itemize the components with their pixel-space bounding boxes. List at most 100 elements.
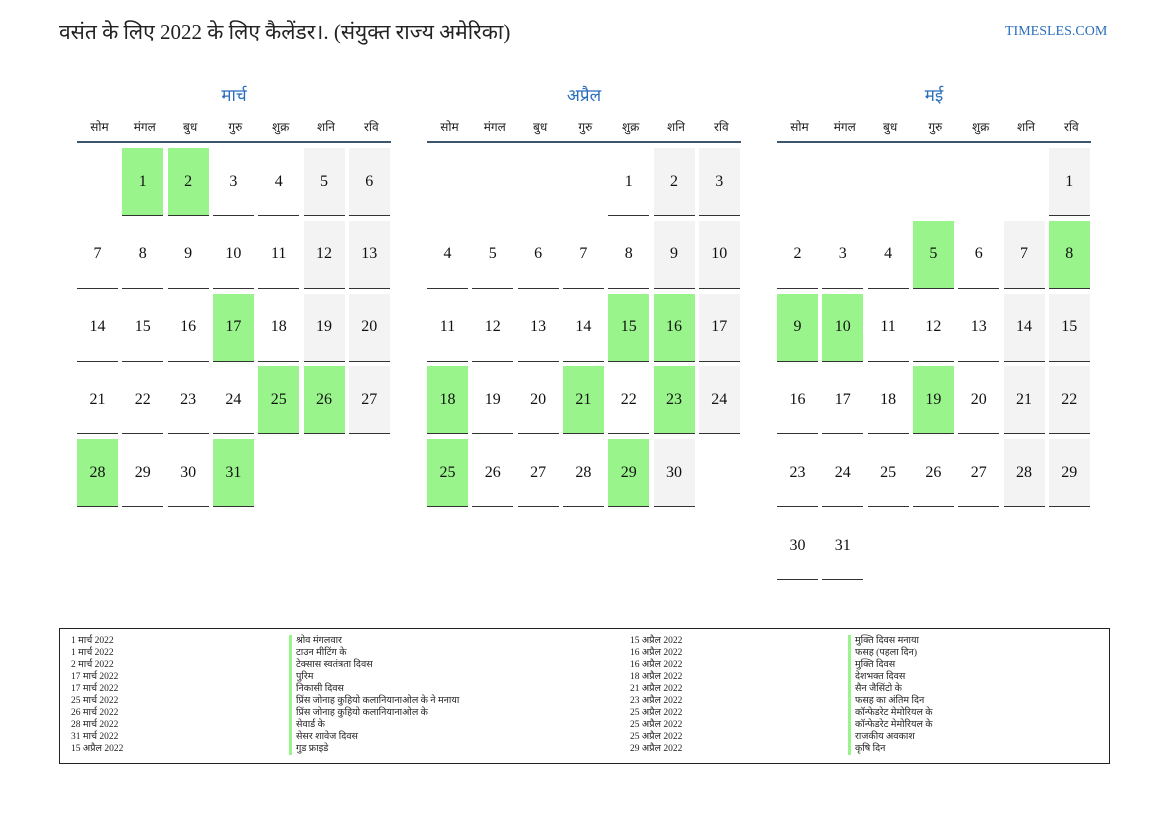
day-cell: 7 [562,220,604,289]
holiday-date: 1 मार्च 2022 [71,648,114,658]
day-cell: 30 [777,512,818,580]
day-cell: 28 [1003,439,1045,508]
holiday-name: सेवार्ड के [289,719,325,731]
weekday-label: रवि [1063,120,1079,134]
holiday-name: पुरिम [289,671,313,683]
holiday-day-cell: 17 [212,293,254,362]
holiday-day-cell: 5 [912,220,954,289]
weekday-label: मंगल [133,120,156,134]
day-cell: 17 [822,366,864,435]
day-cell: 5 [303,148,345,216]
weekday-label: बुध [532,120,548,134]
day-cell: 7 [77,220,118,289]
day-cell: 24 [822,439,864,508]
header-rule [777,141,1091,143]
weekday-label: शुक्र [621,120,640,134]
day-cell: 4 [258,148,300,216]
weekday-label: मंगल [483,120,506,134]
day-cell: 12 [912,293,954,362]
day-cell: 6 [517,220,559,289]
holiday-day-cell: 1 [122,148,164,216]
holiday-date: 29 अप्रैल 2022 [630,744,683,754]
holiday-date: 21 अप्रैल 2022 [630,684,683,694]
page-title: वसंत के लिए 2022 के लिए कैलेंडर।. (संयुक… [59,20,511,44]
holiday-date: 16 अप्रैल 2022 [630,660,683,670]
holiday-day-cell: 28 [77,439,118,508]
site-link[interactable]: TIMESLES.COM [1005,24,1108,39]
holiday-date: 18 अप्रैल 2022 [630,672,683,682]
day-cell: 22 [608,366,650,435]
day-cell: 29 [1048,439,1090,508]
weekday-label: सोम [790,120,809,134]
weekday-label: शुक्र [271,120,290,134]
holiday-name: सेसर शावेज दिवस [289,731,358,743]
day-cell: 10 [698,220,740,289]
holiday-name: मुक्ति दिवस [848,659,895,671]
holiday-name: सैन जैसिंटो के [848,683,902,695]
holiday-date: 15 अप्रैल 2022 [71,744,124,754]
day-cell: 1 [608,148,650,216]
holiday-date: 28 मार्च 2022 [71,720,119,730]
holiday-date: 25 अप्रैल 2022 [630,708,683,718]
holiday-date: 17 मार्च 2022 [71,672,119,682]
day-cell: 18 [258,293,300,362]
day-cell: 18 [867,366,909,435]
day-cell: 26 [472,439,514,508]
weekday-label: शनि [1017,120,1035,134]
day-cell: 22 [122,366,164,435]
month-name: अप्रैल [566,86,602,105]
holiday-date: 17 मार्च 2022 [71,684,119,694]
day-cell: 6 [958,220,1000,289]
day-cell: 11 [867,293,909,362]
weekday-label: रवि [713,120,729,134]
weekday-label: सोम [440,120,459,134]
holiday-name: श्रोव मंगलवार [289,635,342,647]
weekday-label: शुक्र [971,120,990,134]
holiday-name: निकासी दिवस [289,683,344,695]
day-cell: 15 [122,293,164,362]
day-cell: 5 [472,220,514,289]
day-cell: 27 [517,439,559,508]
header-rule [427,141,741,143]
holiday-date: 25 मार्च 2022 [71,696,119,706]
day-cell: 3 [698,148,740,216]
holiday-date: 15 अप्रैल 2022 [630,636,683,646]
day-cell: 22 [1048,366,1090,435]
day-cell: 4 [867,220,909,289]
day-cell: 11 [427,293,468,362]
day-cell: 2 [777,220,818,289]
weekday-label: गुरु [578,120,593,134]
day-cell: 24 [698,366,740,435]
day-cell: 17 [698,293,740,362]
day-cell: 1 [1048,148,1090,216]
day-cell: 20 [348,293,390,362]
day-cell: 30 [653,439,695,508]
day-cell: 26 [912,439,954,508]
holiday-legend: 1 मार्च 2022 श्रोव मंगलवार 1 मार्च 2022 टाउ… [59,628,1110,764]
day-cell: 10 [212,220,254,289]
weekday-label: बुध [882,120,898,134]
holiday-name: प्रिंस जोनाह कुहियो कलानियानाओल के [289,707,428,719]
day-cell: 11 [258,220,300,289]
day-cell: 29 [122,439,164,508]
day-cell: 31 [822,512,864,580]
day-cell: 30 [167,439,209,508]
day-cell: 7 [1003,220,1045,289]
day-cell: 28 [562,439,604,508]
weekday-label: बुध [182,120,198,134]
holiday-day-cell: 2 [167,148,209,216]
day-cell: 6 [348,148,390,216]
holiday-day-cell: 23 [653,366,695,435]
day-cell: 16 [777,366,818,435]
day-cell: 2 [653,148,695,216]
holiday-name: कृषि दिन [848,743,885,755]
holiday-name: फसह (पहला दिन) [848,647,917,659]
day-cell: 13 [958,293,1000,362]
holiday-name: गुड फ्राइडे [289,743,328,755]
month-name: मई [924,86,944,105]
holiday-name: टेक्सास स्वतंत्रता दिवस [289,659,373,671]
holiday-name: मुक्ति दिवस मनाया [848,635,919,647]
holiday-date: 23 अप्रैल 2022 [630,696,683,706]
day-cell: 21 [77,366,118,435]
